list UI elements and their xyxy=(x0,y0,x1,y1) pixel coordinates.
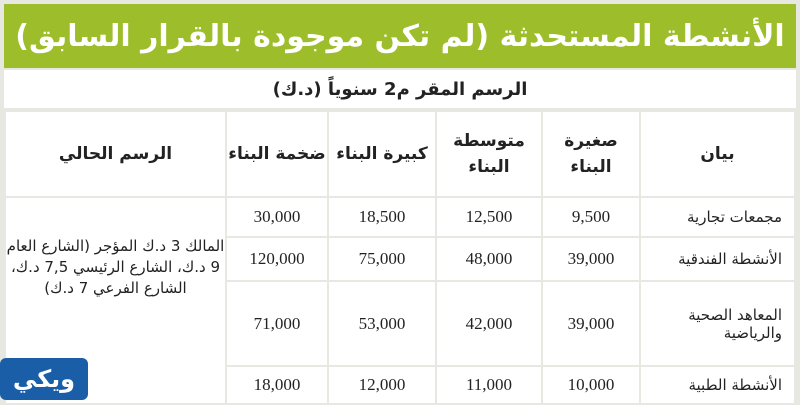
header-huge: ضخمة البناء xyxy=(227,112,327,196)
row-label: مجمعات تجارية xyxy=(641,198,794,236)
cell: 48,000 xyxy=(437,238,541,280)
cell: 42,000 xyxy=(437,282,541,365)
header-small: صغيرة البناء xyxy=(543,112,639,196)
table-row: الأنشطة الفندقية 39,000 48,000 75,000 12… xyxy=(6,238,794,280)
cell: 39,000 xyxy=(543,238,639,280)
cell: 30,000 xyxy=(227,198,327,236)
cell: 120,000 xyxy=(227,238,327,280)
page-title: الأنشطة المستحدثة (لم تكن موجودة بالقرار… xyxy=(4,4,796,68)
cell: 71,000 xyxy=(227,282,327,365)
cell: 75,000 xyxy=(329,238,435,280)
header-current-fee: الرسم الحالي xyxy=(6,112,225,196)
row-label: المعاهد الصحية والرياضية xyxy=(641,282,794,365)
cell: 12,000 xyxy=(329,367,435,403)
table-row: الأنشطة الطبية 10,000 11,000 12,000 18,0… xyxy=(6,367,794,403)
header-description: بيان xyxy=(641,112,794,196)
cell: 9,500 xyxy=(543,198,639,236)
row-label: الأنشطة الطبية xyxy=(641,367,794,403)
table-row: المعاهد الصحية والرياضية 39,000 42,000 5… xyxy=(6,282,794,365)
cell: 18,500 xyxy=(329,198,435,236)
watermark-logo: ويكي xyxy=(0,358,88,400)
header-row: بيان صغيرة البناء متوسطة البناء كبيرة ال… xyxy=(6,112,794,196)
cell: 11,000 xyxy=(437,367,541,403)
table-row: مجمعات تجارية 9,500 12,500 18,500 30,000… xyxy=(6,198,794,403)
cell: 53,000 xyxy=(329,282,435,365)
cell: 18,000 xyxy=(227,367,327,403)
cell: 10,000 xyxy=(543,367,639,403)
header-medium: متوسطة البناء xyxy=(437,112,541,196)
header-large: كبيرة البناء xyxy=(329,112,435,196)
row-label: الأنشطة الفندقية xyxy=(641,238,794,280)
cell: 39,000 xyxy=(543,282,639,365)
fees-table: بيان صغيرة البناء متوسطة البناء كبيرة ال… xyxy=(4,110,796,405)
fee-subtitle: الرسم المقر م2 سنوياً (د.ك) xyxy=(4,70,796,108)
cell: 12,500 xyxy=(437,198,541,236)
